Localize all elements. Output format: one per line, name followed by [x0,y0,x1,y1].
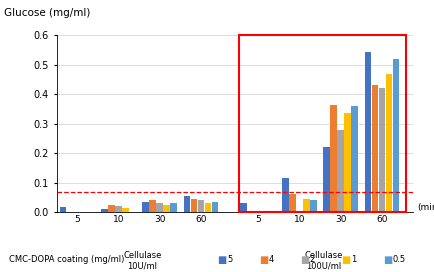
Bar [364,52,371,212]
Bar [371,85,378,212]
Text: ■: ■ [299,255,309,265]
Bar [163,205,170,212]
Bar [378,88,385,212]
Text: 5: 5 [227,255,232,264]
Bar [392,59,398,212]
Bar [149,200,156,212]
Bar [239,35,405,212]
Bar [170,203,177,212]
Bar [184,196,190,212]
Bar [156,203,163,212]
Bar [211,202,218,212]
Bar [329,105,336,212]
Text: ■: ■ [382,255,391,265]
Bar [115,206,122,212]
Bar [385,74,391,212]
Bar [281,178,288,212]
Bar [240,203,247,212]
Text: Cellulase
100U/ml: Cellulase 100U/ml [303,251,342,270]
Bar [59,207,66,212]
Text: ■: ■ [258,255,267,265]
Bar [336,130,343,212]
Text: ■: ■ [341,255,350,265]
Bar [309,200,316,212]
Text: Glucose (mg/ml): Glucose (mg/ml) [4,8,91,18]
Text: (min): (min) [416,203,434,212]
Bar [108,205,115,212]
Bar [344,113,350,212]
Text: 2: 2 [309,255,314,264]
Bar [204,203,211,212]
Bar [142,202,149,212]
Text: 4: 4 [268,255,273,264]
Text: Cellulase
10U/ml: Cellulase 10U/ml [123,251,161,270]
Text: 1: 1 [350,255,355,264]
Text: 0.5: 0.5 [391,255,404,264]
Bar [288,194,295,212]
Text: ■: ■ [217,255,226,265]
Bar [191,199,197,212]
Bar [322,147,329,212]
Text: CMC-DOPA coating (mg/ml): CMC-DOPA coating (mg/ml) [9,255,124,264]
Bar [351,106,357,212]
Bar [101,209,107,212]
Bar [302,199,309,212]
Bar [122,208,128,212]
Bar [197,200,204,212]
